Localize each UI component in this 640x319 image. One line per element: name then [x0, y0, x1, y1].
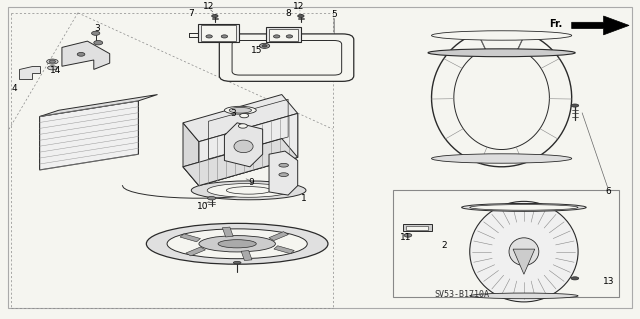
Ellipse shape: [94, 41, 102, 45]
Polygon shape: [40, 101, 138, 170]
Polygon shape: [183, 123, 199, 186]
Ellipse shape: [262, 45, 267, 47]
Ellipse shape: [259, 43, 269, 48]
Bar: [198, 24, 239, 42]
Bar: [241, 250, 252, 261]
Ellipse shape: [218, 240, 256, 248]
Ellipse shape: [286, 35, 292, 38]
Ellipse shape: [191, 181, 306, 200]
Text: 5: 5: [331, 10, 337, 19]
Ellipse shape: [225, 106, 256, 114]
Text: 2: 2: [442, 241, 447, 250]
Polygon shape: [572, 16, 629, 35]
Ellipse shape: [227, 187, 271, 194]
Ellipse shape: [571, 277, 579, 280]
Bar: [222, 227, 233, 237]
Text: 4: 4: [12, 84, 17, 93]
Ellipse shape: [234, 140, 253, 153]
Ellipse shape: [221, 35, 228, 38]
Ellipse shape: [212, 14, 218, 18]
Ellipse shape: [77, 52, 85, 56]
Polygon shape: [183, 138, 298, 186]
Ellipse shape: [199, 236, 275, 252]
Bar: [186, 247, 205, 256]
Text: 1: 1: [301, 194, 307, 203]
Ellipse shape: [431, 154, 572, 163]
Ellipse shape: [240, 113, 248, 118]
Ellipse shape: [298, 14, 304, 18]
Bar: [274, 246, 294, 254]
Polygon shape: [19, 66, 40, 79]
Polygon shape: [183, 94, 298, 142]
Ellipse shape: [229, 108, 252, 113]
Ellipse shape: [461, 204, 586, 211]
Polygon shape: [225, 123, 262, 167]
Text: SV53-B1710A: SV53-B1710A: [435, 291, 490, 300]
Ellipse shape: [206, 35, 212, 38]
Ellipse shape: [207, 197, 216, 200]
Bar: [394, 190, 620, 297]
Text: 3: 3: [94, 24, 100, 33]
Ellipse shape: [470, 201, 578, 302]
Ellipse shape: [431, 31, 572, 40]
Ellipse shape: [47, 66, 57, 70]
Bar: [269, 232, 289, 241]
Polygon shape: [199, 113, 298, 186]
Text: 3: 3: [230, 109, 236, 118]
Text: 12: 12: [293, 2, 305, 11]
Polygon shape: [513, 249, 535, 274]
Ellipse shape: [509, 238, 539, 265]
Polygon shape: [62, 41, 109, 70]
Text: 15: 15: [250, 46, 262, 55]
Text: 12: 12: [203, 2, 214, 11]
Ellipse shape: [279, 173, 289, 176]
Ellipse shape: [470, 204, 578, 210]
Text: 14: 14: [50, 66, 61, 76]
Text: 7: 7: [188, 9, 194, 18]
Bar: [201, 26, 236, 41]
Ellipse shape: [49, 60, 56, 63]
Polygon shape: [40, 94, 157, 116]
Text: 13: 13: [603, 277, 614, 286]
Ellipse shape: [428, 49, 575, 57]
Ellipse shape: [147, 223, 328, 264]
Ellipse shape: [167, 229, 307, 259]
Bar: [406, 226, 428, 230]
Text: 6: 6: [606, 188, 612, 197]
FancyBboxPatch shape: [232, 41, 342, 75]
Polygon shape: [183, 138, 298, 186]
Bar: [266, 27, 301, 42]
Ellipse shape: [571, 104, 579, 107]
Ellipse shape: [404, 234, 412, 237]
Text: Fr.: Fr.: [549, 19, 562, 29]
Ellipse shape: [47, 59, 58, 64]
Ellipse shape: [234, 261, 241, 264]
Ellipse shape: [207, 183, 290, 197]
Text: 8: 8: [285, 9, 291, 18]
Bar: [403, 224, 431, 231]
Bar: [269, 29, 298, 41]
Ellipse shape: [273, 35, 280, 38]
Text: 11: 11: [400, 233, 412, 242]
Polygon shape: [269, 151, 298, 195]
Bar: [180, 234, 200, 242]
Text: 9: 9: [248, 178, 254, 187]
Text: 10: 10: [197, 202, 209, 211]
Ellipse shape: [239, 124, 247, 128]
Ellipse shape: [470, 293, 578, 299]
Ellipse shape: [92, 31, 100, 35]
Ellipse shape: [279, 163, 289, 167]
FancyBboxPatch shape: [220, 34, 354, 81]
